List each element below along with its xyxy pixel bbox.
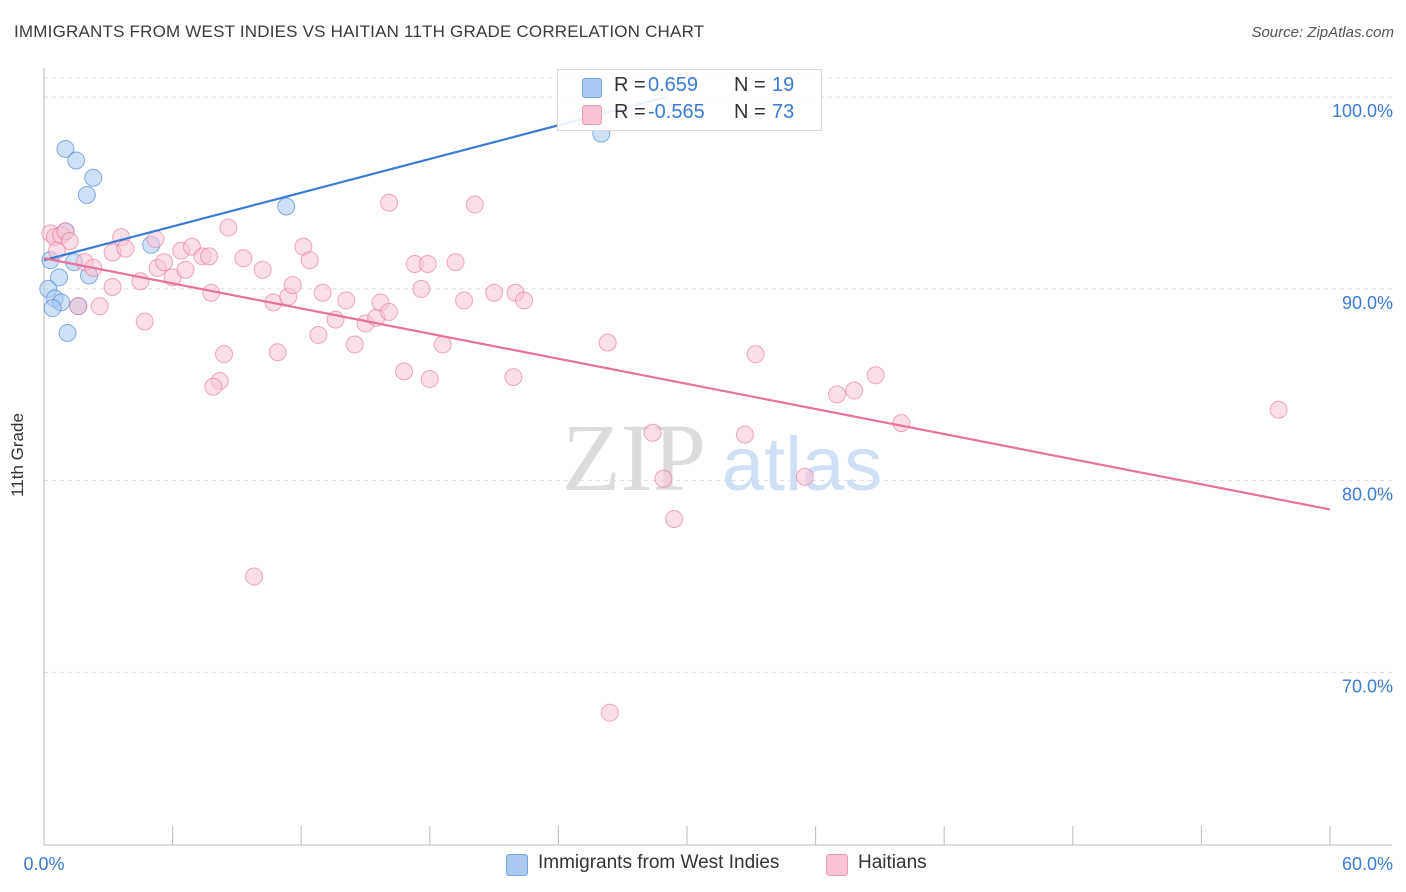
point-haitians [135,312,154,331]
point-haitians [253,260,272,279]
grid-lines [44,77,1392,673]
point-haitians [866,366,885,385]
point-haitians [828,385,847,404]
point-haitians [337,291,356,310]
point-haitians [215,345,234,364]
point-haitians [795,467,814,486]
point-haitians [313,283,332,302]
bottom-legend-label: Immigrants from West Indies [538,852,780,873]
point-haitians [504,368,523,387]
point-west-indies [43,299,62,318]
point-haitians [1269,400,1288,419]
legend-r-label: R = [614,74,646,96]
point-haitians [845,381,864,400]
point-west-indies [84,168,103,187]
legend-r-value: 0.659 [648,74,699,96]
point-haitians [412,279,431,298]
point-haitians [418,254,437,273]
y-tick-label: 90.0% [1342,293,1393,313]
point-haitians [380,193,399,212]
x-tick-label-max: 60.0% [1342,854,1393,874]
point-haitians [892,414,911,433]
y-tick-label: 80.0% [1342,485,1393,505]
point-haitians [600,703,619,722]
legend-r-label: R = [614,101,646,123]
point-haitians [485,283,504,302]
point-haitians [433,335,452,354]
point-haitians [446,253,465,272]
legend-n-value: 73 [772,101,795,123]
tick-labels: 70.0% 80.0% 90.0% 100.0% 0.0% 60.0% [23,101,1393,874]
point-west-indies [277,197,296,216]
point-haitians [268,343,287,362]
legend-r-value: -0.565 [648,101,705,123]
point-haitians [219,218,238,237]
legend-n-label: N = [734,74,766,96]
bottom-legend-swatch-west-indies [506,854,528,876]
point-west-indies [50,268,69,287]
x-tick-label-min: 0.0% [23,854,64,874]
point-haitians [654,469,673,488]
point-haitians [465,195,484,214]
point-haitians [69,297,88,316]
legend-n-label: N = [734,101,766,123]
point-haitians [116,239,135,258]
trend-line-haitians [43,257,1331,511]
point-west-indies [56,139,75,158]
point-haitians [176,260,195,279]
point-haitians [643,423,662,442]
stats-legend: R = 0.659 N = 19 R = -0.565 N = 73 [557,69,822,131]
data-points [39,97,1288,722]
axes [43,68,1392,846]
point-west-indies [58,324,77,343]
source-label: Source: ZipAtlas.com [1251,24,1394,41]
point-west-indies [67,151,86,170]
point-haitians [300,251,319,270]
point-haitians [283,276,302,295]
point-haitians [380,302,399,321]
point-haitians [309,325,328,344]
point-haitians [245,567,264,586]
watermark: ZIP atlas [562,404,882,511]
legend-swatch-west-indies [582,78,602,98]
legend-n-value: 19 [772,74,795,96]
point-haitians [204,377,223,396]
chart-title: IMMIGRANTS FROM WEST INDIES VS HAITIAN 1… [14,22,705,41]
point-haitians [103,278,122,297]
y-tick-label: 100.0% [1332,101,1393,121]
point-haitians [234,249,253,268]
y-tick-label: 70.0% [1342,676,1393,696]
point-haitians [90,297,109,316]
point-haitians [345,335,364,354]
point-haitians [420,370,439,389]
point-haitians [60,231,79,250]
point-haitians [455,291,474,310]
point-haitians [598,333,617,352]
legend-swatch-haitians [582,105,602,125]
bottom-legend-swatch-haitians [826,854,848,876]
bottom-legend-label: Haitians [858,852,927,873]
point-haitians [395,362,414,381]
point-haitians [665,510,684,529]
point-west-indies [77,185,96,204]
point-haitians [155,253,174,272]
point-haitians [515,291,534,310]
point-haitians [735,425,754,444]
watermark-zip: ZIP [562,404,706,511]
point-haitians [746,345,765,364]
point-haitians [200,247,219,266]
